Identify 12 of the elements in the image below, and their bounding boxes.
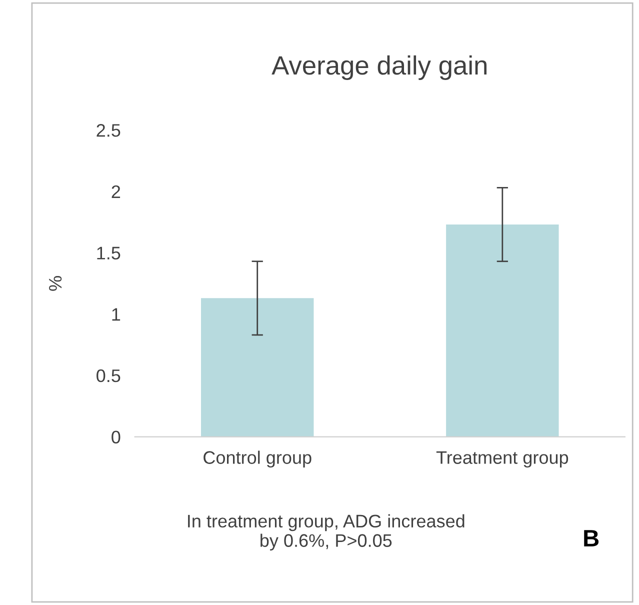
text: In treatment group, ADG increased by 0.6%, P>0.05: [188, 514, 464, 551]
y-tick-label: 2.5: [96, 124, 120, 137]
x-tick-label: Control group: [204, 450, 312, 468]
y-tick-label: 0.5: [96, 369, 120, 382]
y-tick-label: 1.5: [97, 246, 120, 260]
text: B: [584, 530, 599, 546]
x-tick-label: Treatment group: [436, 451, 568, 468]
y-tick-label: 1: [112, 308, 120, 321]
y-axis-title: %: [49, 276, 62, 291]
y-tick-label: 2: [112, 185, 120, 198]
chart-title: Average daily gain: [272, 55, 487, 80]
y-tick-label: 0: [112, 430, 120, 444]
